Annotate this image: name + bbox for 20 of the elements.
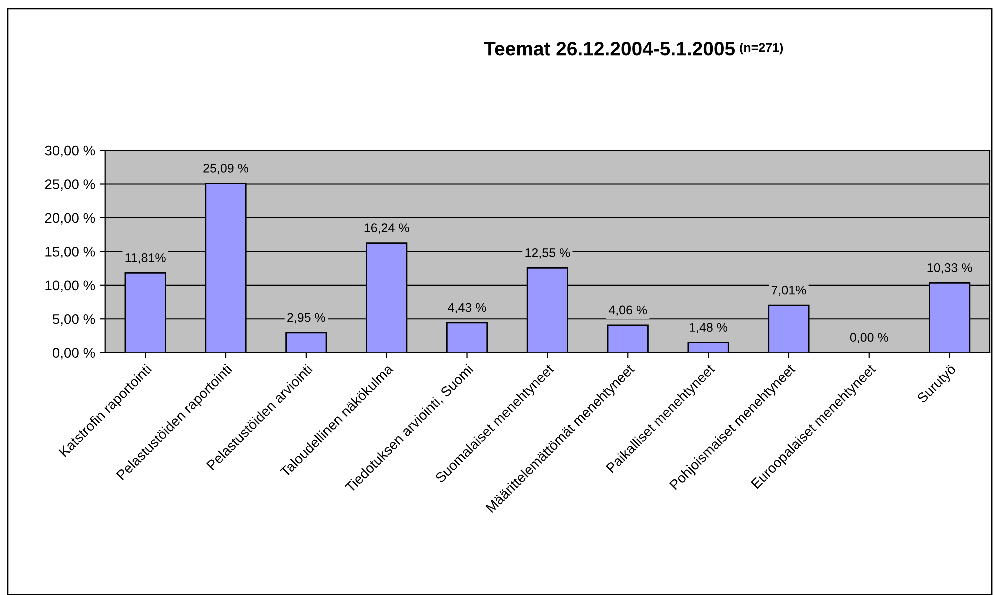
y-tick-label: 25,00 % (45, 180, 96, 192)
data-label: 25,09 % (204, 164, 248, 174)
data-label: 2,95 % (288, 313, 326, 324)
y-tick-label: 0,00 % (52, 348, 96, 360)
chart-subtitle: (n=271) (740, 42, 784, 55)
y-tick-label: 30,00 % (45, 146, 96, 158)
chart-title: Teemat 26.12.2004-5.1.2005 (484, 42, 736, 56)
data-label: 12,55 % (526, 248, 570, 259)
data-label: 1,48 % (690, 323, 728, 334)
data-label: 4,06 % (608, 306, 648, 316)
data-label: 11,81% (126, 254, 166, 264)
data-label: 10,33 % (928, 264, 972, 274)
y-tick-label: 20,00 % (45, 213, 96, 225)
y-tick-label: 5,00 % (52, 314, 96, 326)
data-label: 16,24 % (364, 224, 410, 234)
y-tick-label: 10,00 % (46, 280, 96, 292)
data-label: 4,43 % (448, 303, 486, 314)
data-label: 0,00 % (850, 333, 888, 344)
data-label: 7,01% (772, 286, 806, 296)
y-tick-label: 15,00 % (46, 247, 96, 258)
